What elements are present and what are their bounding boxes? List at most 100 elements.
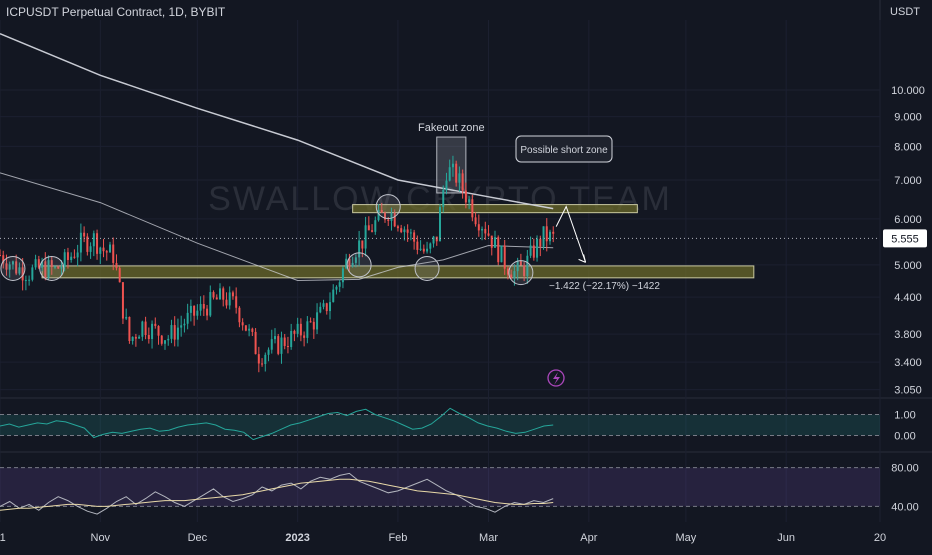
candle xyxy=(438,203,442,242)
candle xyxy=(484,221,487,240)
candle xyxy=(244,325,247,332)
candle-body xyxy=(50,260,53,268)
candle-body xyxy=(290,330,293,348)
candle xyxy=(286,336,289,354)
candle xyxy=(99,246,102,265)
candle xyxy=(283,333,286,350)
candle xyxy=(209,285,212,318)
support-circle[interactable] xyxy=(375,194,401,220)
support-circle[interactable] xyxy=(39,255,65,281)
candle xyxy=(325,302,328,315)
candle-body xyxy=(138,336,141,339)
candle xyxy=(183,318,186,333)
candle xyxy=(552,226,555,243)
y-tick-label: 5.000 xyxy=(894,260,922,272)
candle xyxy=(176,318,179,347)
candle-body xyxy=(34,259,37,268)
candle xyxy=(319,302,322,314)
support-circle[interactable] xyxy=(0,255,26,281)
candle-body xyxy=(361,240,364,249)
candle-body xyxy=(244,325,247,331)
candle-body xyxy=(173,325,176,340)
candle xyxy=(73,249,76,259)
candle-body xyxy=(125,316,128,319)
lightning-icon[interactable] xyxy=(547,369,565,387)
support-circle[interactable] xyxy=(414,255,440,281)
candle xyxy=(112,237,115,271)
short-zone-callout[interactable] xyxy=(515,135,613,163)
fakeout-label: Fakeout zone xyxy=(418,122,485,134)
candle xyxy=(348,253,351,272)
candle xyxy=(53,265,57,270)
candle xyxy=(510,269,513,279)
candle xyxy=(280,331,283,364)
candle-body xyxy=(257,354,260,364)
candle xyxy=(238,306,241,328)
oscillator1-band xyxy=(0,414,880,436)
candle-body xyxy=(264,354,267,365)
candle xyxy=(41,257,44,272)
candle-body xyxy=(484,228,487,234)
support-circle[interactable] xyxy=(346,252,372,278)
candle-body xyxy=(128,316,131,341)
candle-body xyxy=(231,292,234,297)
candle-body xyxy=(228,292,231,306)
candle-body xyxy=(241,322,244,326)
candle-body xyxy=(199,304,202,311)
candle-body xyxy=(293,330,296,334)
candle xyxy=(345,253,348,270)
candle-body xyxy=(445,180,448,190)
candle-body xyxy=(5,263,8,270)
candle xyxy=(400,224,403,234)
candle-body xyxy=(309,321,312,323)
support-circle[interactable] xyxy=(508,260,534,286)
candle xyxy=(134,333,137,347)
candle xyxy=(529,236,532,259)
candle-body xyxy=(367,225,370,231)
candle xyxy=(461,169,464,199)
candle xyxy=(374,216,377,235)
candle-body xyxy=(209,292,212,316)
candle xyxy=(63,248,66,272)
lightning-icon-bolt xyxy=(553,372,560,385)
candle-body xyxy=(403,229,406,233)
candle-body xyxy=(180,325,183,328)
candle xyxy=(448,159,451,182)
candle-body xyxy=(212,292,215,298)
candle-body xyxy=(303,335,306,338)
candle-body xyxy=(519,260,522,266)
price-zone[interactable] xyxy=(352,204,638,214)
oscillator2-series-line xyxy=(0,478,554,511)
candle xyxy=(147,327,150,344)
price-zone[interactable] xyxy=(41,265,755,279)
candle xyxy=(267,347,270,362)
candle xyxy=(206,304,209,321)
candle xyxy=(309,317,312,323)
candle xyxy=(432,235,435,248)
candle xyxy=(322,299,325,310)
candle xyxy=(477,214,480,237)
candle xyxy=(416,235,419,255)
fakeout-zone[interactable] xyxy=(436,136,467,194)
candle-body xyxy=(105,251,108,253)
candle xyxy=(464,182,467,209)
candle-body xyxy=(0,255,2,257)
candle-body xyxy=(89,246,92,252)
candle xyxy=(299,318,302,342)
candle xyxy=(24,275,27,291)
candle-body xyxy=(513,271,516,279)
candle xyxy=(296,317,299,338)
candle xyxy=(50,256,53,275)
candle-body xyxy=(86,236,89,252)
candle-body xyxy=(351,262,354,267)
candle-body xyxy=(503,245,506,269)
candle-body xyxy=(196,310,199,316)
candle-body xyxy=(283,337,286,346)
candle xyxy=(108,241,112,253)
candle xyxy=(516,257,519,281)
candle xyxy=(513,264,516,286)
candle xyxy=(154,317,157,329)
candle xyxy=(273,328,277,344)
candle-body xyxy=(115,262,118,269)
